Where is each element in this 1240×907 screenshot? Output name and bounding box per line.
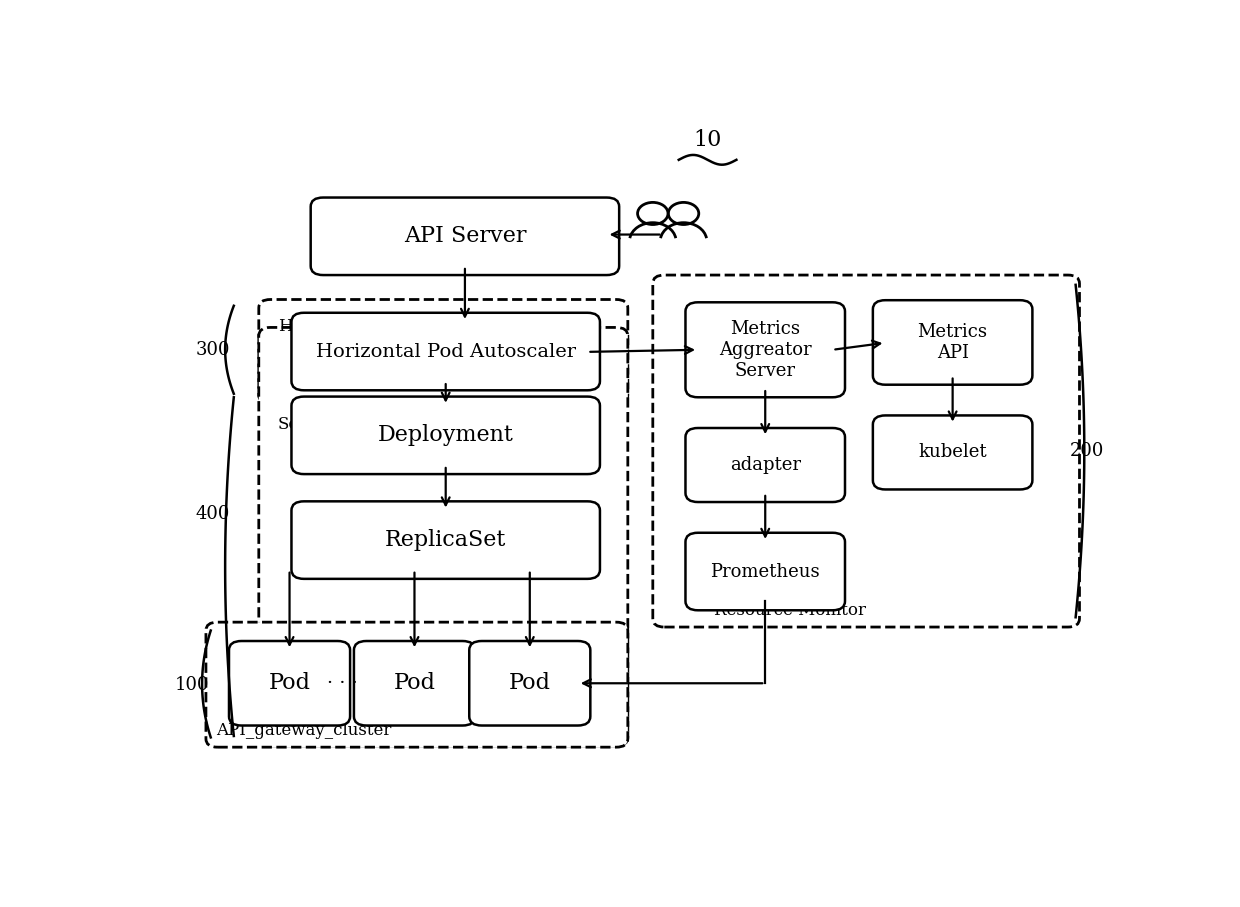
FancyBboxPatch shape <box>652 275 1080 627</box>
FancyBboxPatch shape <box>291 502 600 579</box>
Text: Deployment: Deployment <box>378 424 513 446</box>
Text: Metrics
API: Metrics API <box>918 323 987 362</box>
Text: 100: 100 <box>175 676 208 694</box>
FancyBboxPatch shape <box>311 198 619 275</box>
FancyBboxPatch shape <box>291 313 600 390</box>
Text: Pod: Pod <box>393 672 435 694</box>
Text: kubelet: kubelet <box>919 444 987 462</box>
Text: · · ·: · · · <box>327 674 358 692</box>
Text: ReplicaSet: ReplicaSet <box>384 529 506 551</box>
Text: adapter: adapter <box>729 456 801 474</box>
FancyBboxPatch shape <box>229 641 350 726</box>
Text: Pod: Pod <box>269 672 310 694</box>
Text: Scale: Scale <box>278 416 324 433</box>
Text: Prometheus: Prometheus <box>711 562 820 580</box>
Text: 10: 10 <box>693 130 722 151</box>
FancyBboxPatch shape <box>873 415 1033 490</box>
Text: 300: 300 <box>196 341 229 359</box>
Text: 200: 200 <box>1070 442 1105 460</box>
Text: API Server: API Server <box>404 225 526 248</box>
Text: HPA: HPA <box>278 318 315 336</box>
FancyBboxPatch shape <box>206 622 627 747</box>
Text: API_gateway_cluster: API_gateway_cluster <box>216 722 392 739</box>
FancyBboxPatch shape <box>259 299 627 404</box>
Text: Metrics
Aggreator
Server: Metrics Aggreator Server <box>719 320 811 380</box>
FancyBboxPatch shape <box>259 327 627 746</box>
FancyBboxPatch shape <box>469 641 590 726</box>
Text: Resource Monitor: Resource Monitor <box>714 601 866 619</box>
Text: Pod: Pod <box>508 672 551 694</box>
FancyBboxPatch shape <box>291 396 600 474</box>
FancyBboxPatch shape <box>686 428 844 502</box>
FancyBboxPatch shape <box>873 300 1033 385</box>
FancyBboxPatch shape <box>686 532 844 610</box>
Text: Horizontal Pod Autoscaler: Horizontal Pod Autoscaler <box>316 343 575 360</box>
FancyBboxPatch shape <box>353 641 475 726</box>
Text: 400: 400 <box>196 505 229 523</box>
FancyBboxPatch shape <box>686 302 844 397</box>
